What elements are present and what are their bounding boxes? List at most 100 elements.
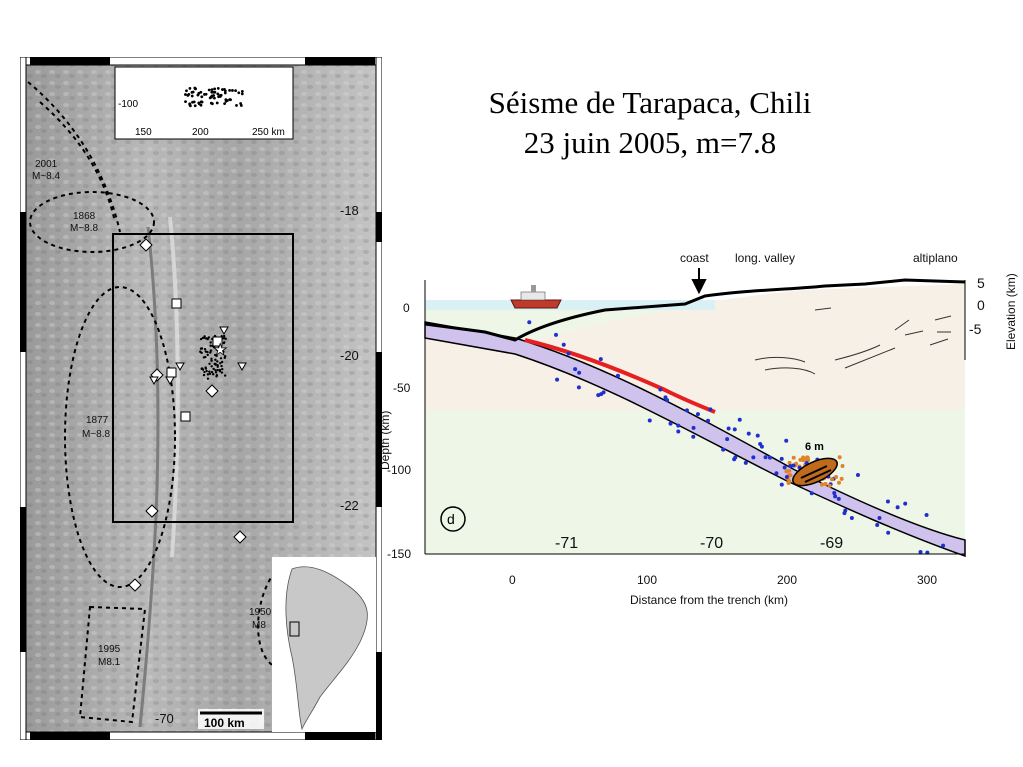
- deep-event-dot: [554, 332, 559, 337]
- aftershock-dot: [222, 350, 225, 353]
- inset-event-dot: [240, 92, 244, 96]
- aftershock-dot: [214, 358, 217, 361]
- svg-text:0: 0: [403, 301, 410, 315]
- deep-event-dot: [877, 516, 882, 521]
- svg-text:-100: -100: [387, 463, 411, 477]
- aftershock-dot: [210, 359, 213, 362]
- epicenter-star: ★: [213, 342, 227, 359]
- deep-event-dot: [763, 455, 768, 460]
- inset-xtick-3: 250 km: [252, 127, 285, 138]
- deep-event-dot: [885, 499, 890, 504]
- inset-xtick-2: 200: [192, 127, 209, 138]
- inset-events: [184, 86, 244, 108]
- deep-event-dot: [726, 426, 731, 431]
- aftershock-dot: [203, 335, 206, 338]
- inset-event-dot: [185, 89, 188, 93]
- aftershock-dot: [216, 368, 219, 372]
- deep-event-dot: [599, 392, 604, 397]
- inset-event-dot: [199, 100, 203, 104]
- rupture-1877: [64, 286, 176, 588]
- x-ticks: 0 100 200 300: [509, 573, 937, 587]
- deep-event-dot: [576, 385, 581, 390]
- deep-event-dot: [706, 418, 711, 423]
- deep-event-dot: [774, 471, 779, 476]
- shallow-event-dot: [829, 477, 834, 482]
- svg-text:0: 0: [977, 297, 985, 313]
- aftershock-dot: [210, 365, 213, 368]
- aftershock-dot: [220, 371, 224, 374]
- inset-event-dot: [210, 102, 214, 106]
- rupture-zone: [524, 338, 716, 414]
- svg-text:-150: -150: [387, 547, 411, 561]
- svg-text:-22: -22: [340, 498, 359, 513]
- aftershock-dot: [203, 370, 206, 374]
- aftershock-dot: [209, 344, 212, 347]
- aftershock-dot: [209, 349, 213, 352]
- svg-text:1868: 1868: [73, 211, 96, 222]
- shallow-event-dot: [802, 457, 807, 462]
- inset-event-dot: [215, 101, 219, 105]
- aftershock-dot: [210, 357, 213, 361]
- aftershock-dot: [199, 350, 202, 353]
- topography-line: [424, 278, 966, 342]
- deep-event-dot: [779, 456, 784, 461]
- inset-event-dot: [191, 100, 194, 104]
- inset-event-dot: [235, 104, 238, 107]
- inset-event-dot: [184, 100, 187, 104]
- deep-event-dot: [842, 511, 847, 516]
- panel-label: d: [447, 511, 455, 527]
- inset-event-dot: [203, 93, 206, 96]
- inset-plot: -100 150 200 250 km: [114, 66, 294, 140]
- inset-event-dot: [221, 88, 224, 91]
- deep-event-dot: [527, 320, 532, 325]
- aftershock-dot: [215, 375, 218, 378]
- svg-text:coast: coast: [680, 251, 709, 265]
- inset-event-dot: [200, 95, 204, 99]
- aftershock-dot: [219, 361, 222, 365]
- inset-event-dot: [193, 104, 197, 108]
- aftershock-dot: [222, 334, 226, 338]
- aftershock-dot: [209, 341, 212, 344]
- aftershock-dot: [208, 362, 211, 366]
- longitude-label: -70: [155, 711, 174, 726]
- deep-event-dot: [758, 442, 763, 447]
- inset-event-dot: [213, 87, 217, 91]
- stations: [128, 238, 247, 592]
- deep-event-dot: [684, 408, 689, 413]
- aftershock-dot: [216, 348, 220, 351]
- aftershock-dot: [214, 369, 217, 372]
- deep-event-dot: [573, 367, 578, 372]
- aftershock-dot: [206, 377, 210, 380]
- rupture-1995: [78, 605, 147, 724]
- deep-event-dot: [833, 494, 838, 499]
- aftershock-dot: [204, 366, 207, 369]
- aftershock-dot: [200, 367, 204, 370]
- deep-event-dot: [733, 455, 738, 460]
- deep-event-dot: [663, 395, 668, 400]
- deep-event-dot: [566, 351, 571, 356]
- deep-event-dot: [941, 543, 946, 548]
- panel-label-circle: [440, 506, 466, 532]
- inset-event-dot: [187, 93, 191, 96]
- inset-event-dot: [223, 102, 227, 106]
- inset-event-dot: [188, 86, 192, 90]
- deep-event-dot: [577, 370, 582, 375]
- inset-event-dot: [237, 91, 241, 95]
- shallow-event-dot: [784, 469, 789, 474]
- aftershock-dot: [216, 360, 219, 363]
- inset-event-dot: [216, 92, 220, 96]
- aftershock-dot: [201, 336, 205, 340]
- aftershock-dot: [216, 363, 219, 367]
- svg-text:-71: -71: [555, 535, 578, 552]
- deep-event-dot: [918, 549, 923, 554]
- relief-map: -100 150 200 250 km 2001 M~8.4 1868 M~8.…: [20, 57, 382, 740]
- shallow-event-dot: [827, 483, 832, 488]
- inset-event-dot: [226, 99, 229, 102]
- aftershock-dot: [219, 357, 223, 360]
- rupture-1868: [29, 191, 155, 253]
- deep-event-dot: [725, 437, 730, 442]
- deep-event-dot: [708, 407, 713, 412]
- inset-event-dot: [197, 91, 201, 95]
- deep-event-dot: [875, 523, 880, 528]
- inset-event-dot: [228, 88, 231, 92]
